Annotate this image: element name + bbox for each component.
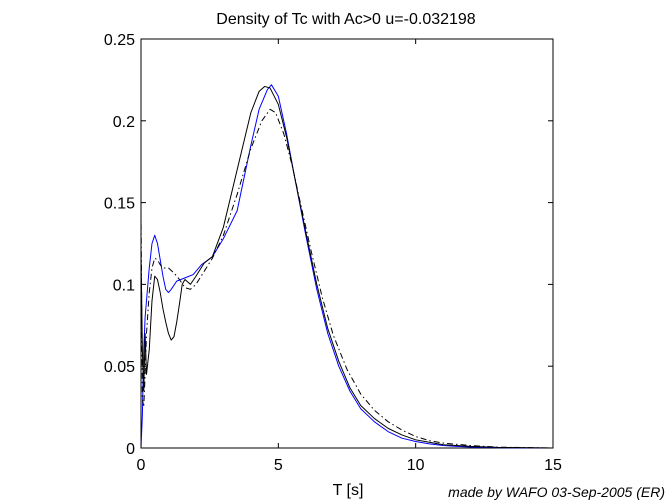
- y-tick-label: 0.2: [113, 114, 135, 131]
- x-tick-label: 0: [137, 457, 146, 474]
- series-line-2: [140, 85, 554, 449]
- y-tick-label: 0.1: [113, 277, 135, 294]
- y-tick-label: 0.25: [104, 32, 135, 49]
- x-tick-label: 15: [544, 457, 562, 474]
- x-tick-label: 5: [274, 457, 283, 474]
- series-line-1: [140, 84, 554, 449]
- y-tick-label: 0.05: [104, 359, 135, 376]
- x-tick-label: 10: [407, 457, 425, 474]
- y-tick-label: 0: [126, 441, 135, 458]
- plot-frame: [140, 38, 554, 449]
- y-tick-label: 0.15: [104, 196, 135, 213]
- series-line-3: [140, 108, 554, 449]
- x-axis-label: T [s]: [333, 482, 364, 499]
- chart-title: Density of Tc with Ac>0 u=-0.032198: [216, 11, 476, 28]
- credit-text: made by WAFO 03-Sep-2005 (ER): [448, 484, 665, 500]
- tick-layer: 0 5 10 15 0 0.05 0.1 0.15 0.2 0.25: [104, 32, 562, 474]
- series-layer: [140, 84, 554, 449]
